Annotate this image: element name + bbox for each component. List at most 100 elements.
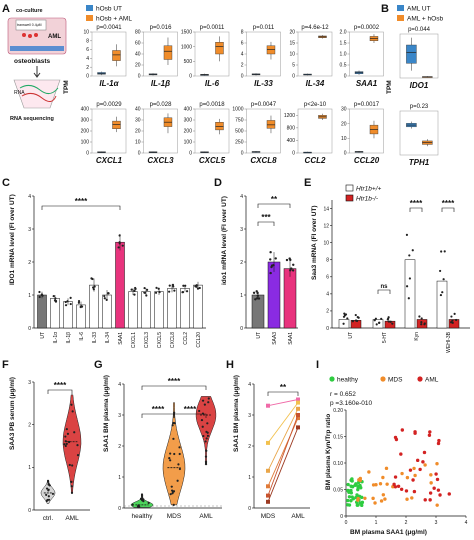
healthy-point — [346, 498, 350, 503]
y-tick-label: 0 — [340, 514, 343, 520]
y-tick-label: 3 — [248, 413, 251, 419]
y-tick-label: 4 — [118, 382, 121, 388]
panel-c-bars: 0 1 2 3 4 UT IL-1α IL-1β IL-6 IL-33 IL-34 SAA1 CXCL1… — [28, 194, 206, 348]
data-point — [133, 293, 136, 296]
data-point — [168, 290, 171, 293]
aml-point — [296, 413, 300, 417]
aml-point — [428, 498, 432, 502]
healthy-point — [346, 488, 350, 493]
paired-line — [267, 408, 299, 471]
panel-e-bars: 0 2 4 6 8 10 12 14 UT 5-HT Kyn WEHI-3B ns **** **** — [323, 199, 470, 353]
data-point — [443, 250, 446, 253]
data-point — [77, 301, 81, 304]
aml-point — [296, 425, 300, 430]
p-value-label: p=0.0029 — [96, 102, 122, 108]
y-tick-label: 1.0 — [340, 52, 347, 58]
data-point — [256, 294, 260, 297]
x-tick-label: CXCL3 — [144, 332, 150, 348]
data-point — [130, 288, 133, 291]
panel-letter-a: A — [2, 3, 10, 15]
aml-point — [404, 489, 409, 493]
y-tick-label: 400 — [287, 138, 296, 144]
legend-label-ko: Htr1b-/- — [356, 196, 379, 203]
y-tick-label: 10 — [289, 52, 295, 58]
y-tick-label: 8 — [241, 30, 244, 36]
data-point — [70, 485, 73, 488]
schematic-rna-label: RNA — [14, 90, 25, 96]
y-tick-label: 100 — [184, 140, 193, 146]
mds-point — [413, 473, 417, 478]
y-tick-label: 2 — [118, 444, 121, 450]
arrow-head-icon — [33, 72, 41, 78]
data-point — [420, 321, 423, 324]
y-tick-label: 1000 — [181, 44, 192, 50]
data-point — [354, 313, 357, 317]
data-point — [65, 442, 68, 445]
data-point — [121, 244, 124, 247]
data-point — [269, 250, 272, 254]
data-point — [451, 319, 454, 322]
gene-label: TPH1 — [409, 158, 430, 167]
data-point — [256, 297, 259, 300]
plot-frame — [297, 108, 333, 154]
aml-point — [408, 468, 413, 472]
y-tick-label: 400 — [81, 107, 90, 113]
data-point — [91, 277, 94, 281]
y-tick-label: 80 — [135, 30, 141, 36]
aml-point — [412, 489, 417, 494]
y-tick-label: 0.20 — [333, 408, 343, 414]
data-point — [140, 494, 144, 497]
legend-label-aml: hOsb + AML — [96, 16, 132, 23]
data-point — [93, 285, 96, 288]
y-tick-label: 3 — [28, 227, 31, 233]
y-tick-label: 400 — [184, 107, 193, 113]
aml-point — [396, 484, 401, 488]
significance-bracket — [141, 385, 207, 390]
significance-bracket — [47, 389, 73, 394]
y-tick-label: 200 — [81, 129, 90, 135]
data-point — [154, 291, 158, 294]
data-point — [105, 298, 108, 301]
data-point — [103, 297, 106, 300]
p-value-label: p=0.0011 — [200, 25, 225, 31]
data-point — [411, 249, 414, 252]
y-tick-label: 0 — [189, 151, 192, 157]
panel-h-paired: 0 1 2 3 4 MDS AML ** — [248, 382, 310, 520]
y-tick-label: 10 — [323, 240, 329, 246]
bar — [50, 298, 60, 329]
data-point — [195, 285, 198, 288]
panel-letter-d: D — [214, 177, 222, 189]
y-tick-label: 60 — [135, 41, 141, 47]
mds-point — [266, 468, 270, 473]
significance-bracket — [257, 221, 275, 226]
x-tick-label: 1 — [375, 520, 378, 526]
panel-b-boxplots: p=0.044 IDO1 p=0.23 TPH1 — [399, 27, 439, 167]
y-tick-label: 2 — [326, 309, 329, 315]
data-point — [178, 452, 181, 456]
y-tick-label: 20 — [289, 30, 295, 36]
gene-label: IL-1α — [99, 79, 119, 88]
data-point — [418, 315, 421, 318]
data-point — [387, 320, 391, 323]
data-point — [178, 446, 181, 449]
panel-d-bars: 0 1 2 3 4 UT SAA3 SAA1 ***** — [240, 194, 298, 345]
data-point — [257, 297, 261, 300]
data-point — [274, 257, 277, 260]
schematic-osteoblasts-label: osteoblasts — [14, 58, 51, 65]
data-point — [207, 397, 210, 400]
y-tick-label: 2 — [28, 260, 31, 266]
data-point — [272, 263, 275, 267]
transwell-label: transwell 0.4μM — [17, 23, 42, 27]
data-point — [378, 321, 381, 324]
data-point — [196, 287, 200, 290]
data-point — [343, 314, 347, 317]
data-point — [51, 492, 55, 495]
box-aml — [215, 42, 224, 55]
panel-letter-g: G — [94, 359, 103, 371]
data-point — [206, 434, 210, 437]
y-tick-label: 1 — [240, 293, 243, 299]
legend-label-aml-hosb: AML + hOsb — [407, 16, 443, 23]
legend-label-aml-ut: AML UT — [407, 6, 431, 13]
healthy-point — [360, 503, 364, 508]
data-point — [69, 296, 72, 299]
